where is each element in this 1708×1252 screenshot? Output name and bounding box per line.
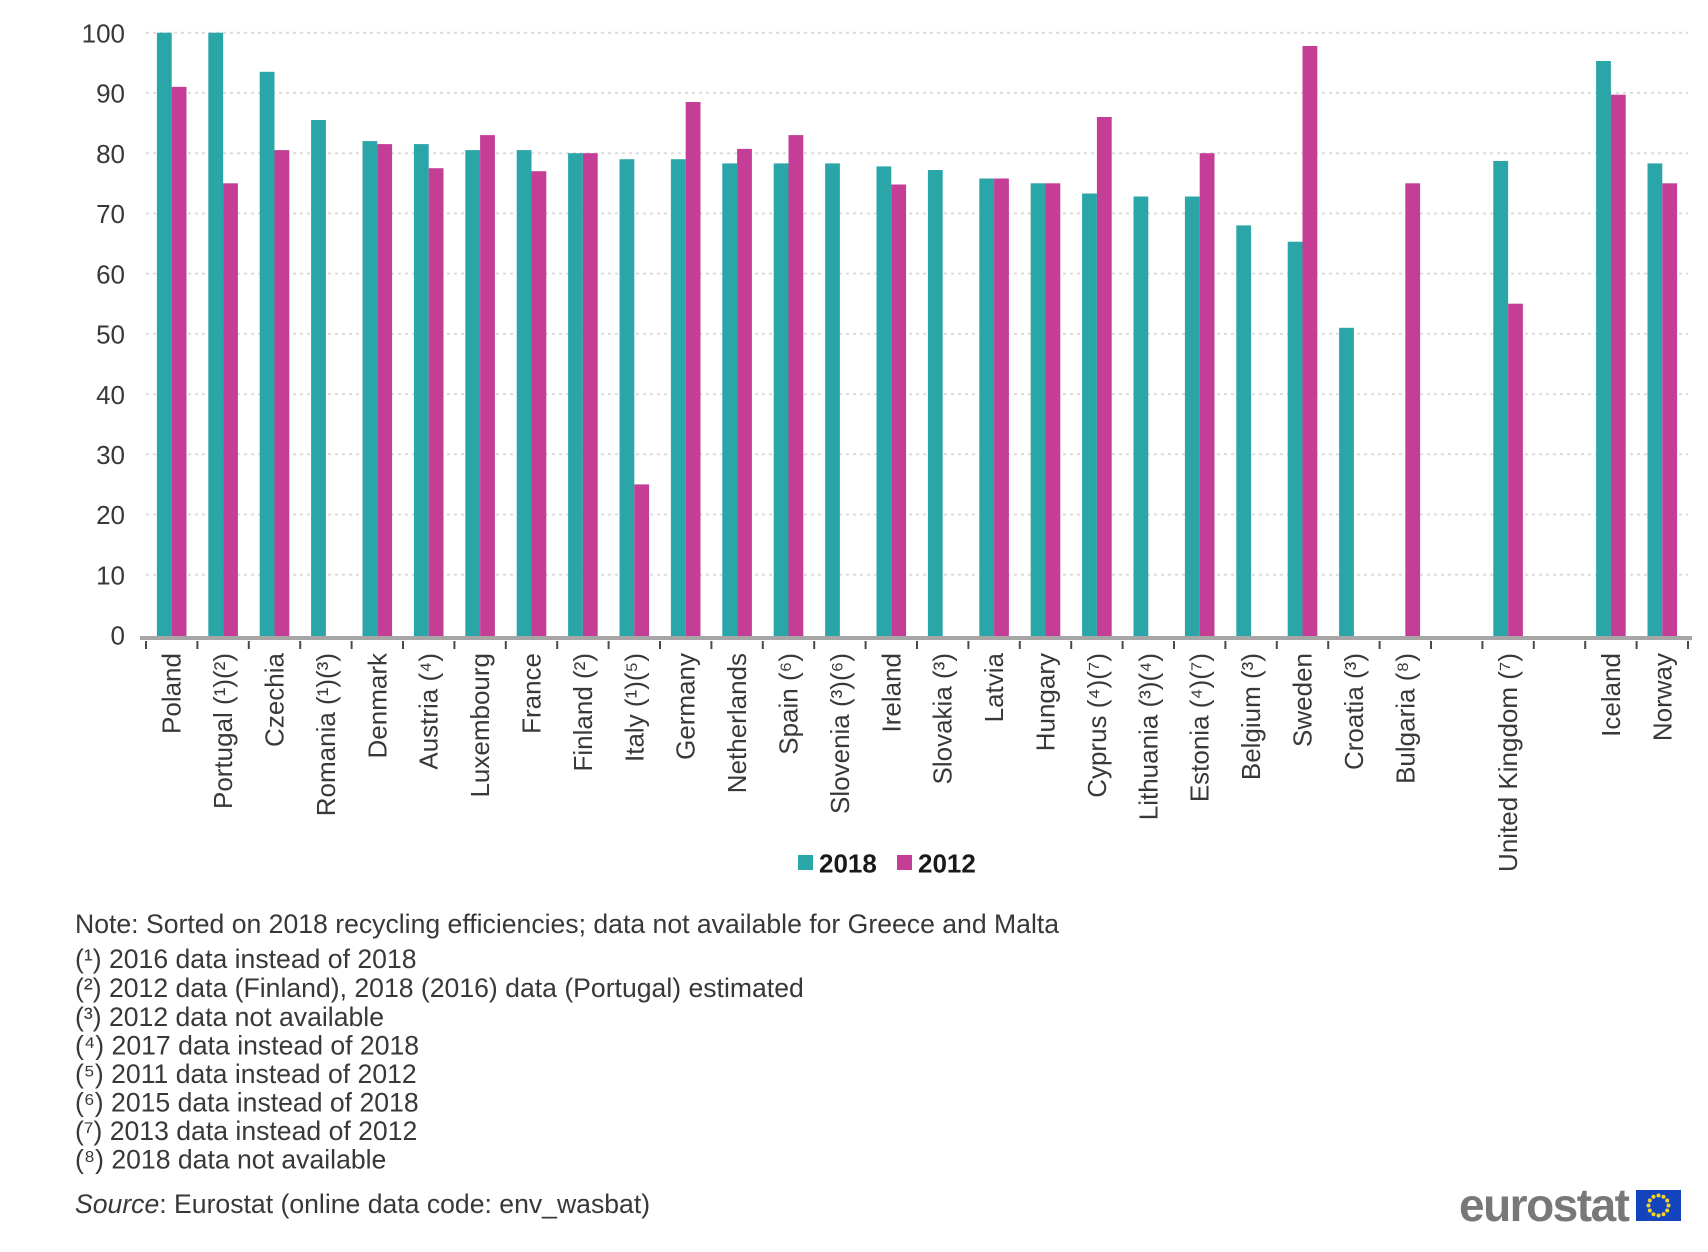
svg-text:Latvia: Latvia xyxy=(979,652,1009,722)
svg-text:Iceland: Iceland xyxy=(1596,653,1626,737)
svg-text:Finland (²): Finland (²) xyxy=(568,653,598,771)
svg-text:(⁷) 2013 data instead of 2012: (⁷) 2013 data instead of 2012 xyxy=(75,1116,417,1146)
svg-text:Spain (⁶): Spain (⁶) xyxy=(774,653,804,755)
svg-text:Denmark: Denmark xyxy=(362,652,392,758)
svg-text:Poland: Poland xyxy=(157,653,187,734)
svg-text:50: 50 xyxy=(96,320,125,350)
svg-text:(²) 2012 data (Finland), 2018: (²) 2012 data (Finland), 2018 (2016) dat… xyxy=(75,973,804,1003)
svg-text:Germany: Germany xyxy=(671,653,701,760)
svg-text:Bulgaria (⁸): Bulgaria (⁸) xyxy=(1390,653,1420,784)
svg-text:90: 90 xyxy=(96,79,125,109)
svg-text:Note: Sorted on 2018 recycling: Note: Sorted on 2018 recycling efficienc… xyxy=(75,909,1059,939)
svg-text:80: 80 xyxy=(96,139,125,169)
svg-text:(⁸) 2018 data not available: (⁸) 2018 data not available xyxy=(75,1145,386,1175)
svg-text:Croatia (³): Croatia (³) xyxy=(1339,653,1369,770)
svg-text:Source: Eurostat (online data: Source: Eurostat (online data code: env_… xyxy=(75,1189,650,1219)
svg-text:Hungary: Hungary xyxy=(1031,653,1061,751)
svg-text:eurostat: eurostat xyxy=(1459,1179,1630,1231)
svg-text:Estonia (⁴)(⁷): Estonia (⁴)(⁷) xyxy=(1185,653,1215,802)
svg-text:Norway: Norway xyxy=(1647,653,1677,741)
svg-text:Luxembourg: Luxembourg xyxy=(465,653,495,798)
svg-text:100: 100 xyxy=(82,18,125,48)
svg-text:(¹) 2016 data instead of 2018: (¹) 2016 data instead of 2018 xyxy=(75,944,417,974)
svg-text:Slovenia (³)(⁶): Slovenia (³)(⁶) xyxy=(825,653,855,814)
svg-text:Romania (¹)(³): Romania (¹)(³) xyxy=(311,653,341,816)
svg-text:Belgium (³): Belgium (³) xyxy=(1236,653,1266,780)
svg-text:(⁴) 2017 data instead of 2018: (⁴) 2017 data instead of 2018 xyxy=(75,1031,419,1061)
svg-text:70: 70 xyxy=(96,199,125,229)
svg-text:20: 20 xyxy=(96,500,125,530)
svg-text:(⁶) 2015 data instead of 2018: (⁶) 2015 data instead of 2018 xyxy=(75,1088,419,1118)
svg-text:France: France xyxy=(517,653,547,734)
svg-text:Netherlands: Netherlands xyxy=(722,653,752,793)
svg-text:2012: 2012 xyxy=(918,849,976,879)
svg-text:Czechia: Czechia xyxy=(260,652,290,746)
svg-text:United Kingdom (⁷): United Kingdom (⁷) xyxy=(1493,653,1523,872)
svg-text:(³) 2012 data not available: (³) 2012 data not available xyxy=(75,1002,384,1032)
svg-text:Ireland: Ireland xyxy=(876,653,906,733)
svg-text:Austria (⁴): Austria (⁴) xyxy=(414,653,444,770)
svg-text:10: 10 xyxy=(96,561,125,591)
svg-text:Slovakia (³): Slovakia (³) xyxy=(928,653,958,784)
svg-text:Lithuania (³)(⁴): Lithuania (³)(⁴) xyxy=(1133,653,1163,820)
svg-text:60: 60 xyxy=(96,259,125,289)
svg-text:Cyprus (⁴)(⁷): Cyprus (⁴)(⁷) xyxy=(1082,653,1112,798)
svg-text:40: 40 xyxy=(96,380,125,410)
svg-text:Portugal (¹)(²): Portugal (¹)(²) xyxy=(208,653,238,809)
svg-text:0: 0 xyxy=(111,621,125,651)
svg-text:(⁵) 2011 data instead of 2012: (⁵) 2011 data instead of 2012 xyxy=(75,1059,417,1089)
svg-text:30: 30 xyxy=(96,440,125,470)
svg-text:Sweden: Sweden xyxy=(1288,653,1318,747)
svg-text:2018: 2018 xyxy=(819,849,877,879)
svg-text:Italy (¹)(⁵): Italy (¹)(⁵) xyxy=(619,653,649,762)
